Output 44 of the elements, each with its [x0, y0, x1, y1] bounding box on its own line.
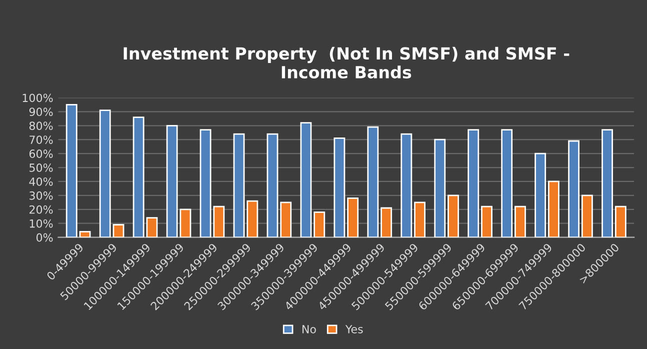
bar	[548, 180, 560, 238]
y-tick-label: 80%	[29, 122, 53, 130]
bar	[514, 206, 526, 238]
bar	[400, 133, 412, 238]
y-tick-label: 0%	[36, 233, 53, 242]
bar	[414, 202, 426, 238]
bar	[534, 152, 546, 238]
bar	[66, 104, 78, 238]
bar	[99, 110, 111, 238]
bar	[246, 200, 258, 238]
y-tick-label: 10%	[30, 219, 53, 228]
bar	[468, 129, 480, 238]
bar	[347, 198, 359, 238]
bar	[233, 133, 245, 238]
y-tick-label: 50%	[30, 163, 53, 172]
bar	[448, 194, 459, 238]
y-tick-label: 100%	[22, 94, 53, 102]
y-tick-label: 60%	[29, 150, 53, 158]
y-tick-label: 70%	[30, 136, 53, 144]
y-tick-label: 40%	[29, 177, 53, 186]
bar	[434, 138, 446, 238]
chart-title: Investment Property (Not In SMSF) and SMSF - Income Bands	[124, 46, 570, 79]
bar	[146, 217, 158, 238]
bar	[602, 129, 613, 238]
bar	[112, 224, 124, 238]
legend-label: No	[302, 325, 316, 334]
bar	[581, 194, 593, 238]
bar	[614, 206, 626, 238]
bar	[266, 133, 278, 238]
y-tick-label: 20%	[29, 205, 53, 214]
bar	[280, 202, 292, 238]
y-tick-label: 90%	[29, 108, 53, 116]
bar	[79, 231, 91, 238]
legend-label: Yes	[345, 325, 363, 334]
bar	[501, 129, 513, 238]
y-tick-label: 30%	[30, 191, 53, 200]
bar	[568, 140, 580, 238]
bar	[300, 122, 312, 238]
bar	[314, 211, 326, 238]
bar	[132, 116, 144, 238]
bar	[380, 207, 392, 238]
bar	[367, 126, 379, 238]
bar	[481, 206, 492, 238]
bar	[334, 138, 346, 238]
